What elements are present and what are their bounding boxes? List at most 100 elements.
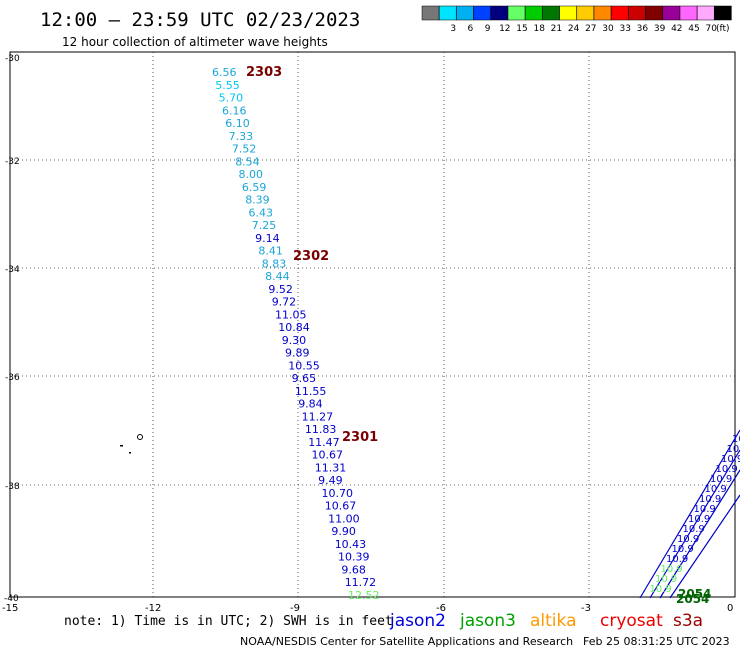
legend-label: 21	[551, 24, 562, 34]
legend-swatch	[679, 5, 698, 21]
footer-note: note: 1) Time is in UTC; 2) SWH is in fe…	[64, 614, 393, 629]
lon-label: -6	[436, 603, 446, 614]
wave-height-label: 9.14	[255, 232, 280, 245]
lon-label: -9	[290, 603, 300, 614]
wave-height-label: 11.47	[308, 436, 340, 449]
lon-label: -3	[581, 603, 591, 614]
wave-height-label: 9.49	[318, 474, 343, 487]
track-id-2303: 2303	[246, 65, 282, 80]
legend-label: 6	[468, 24, 474, 34]
wave-height-label: 8.44	[265, 270, 290, 283]
lat-label: -30	[5, 54, 20, 64]
legend-swatch	[524, 5, 543, 21]
legend-swatch	[645, 5, 663, 21]
track-2054-value: 10.9	[683, 524, 705, 535]
legend-swatch	[576, 5, 595, 21]
legend-swatch	[473, 5, 491, 21]
wave-height-label: 5.70	[219, 92, 244, 105]
wave-height-label: 11.27	[302, 410, 334, 423]
legend-swatch	[610, 5, 629, 21]
track-2054-value: 10.9	[705, 484, 727, 495]
wave-height-label: 8.00	[239, 168, 264, 181]
legend-label: 30	[602, 24, 614, 34]
wave-height-label: 10.39	[338, 551, 370, 564]
legend-unit: (ft)	[716, 24, 730, 34]
legend-swatch	[490, 5, 509, 21]
track-id-2301: 2301	[342, 430, 378, 445]
legend-swatch	[507, 5, 526, 21]
legend-label: 33	[619, 24, 630, 34]
legend-swatch	[696, 5, 715, 21]
legend-swatch	[542, 5, 560, 21]
track-2054-value: 10.9	[716, 464, 738, 475]
legend-swatch	[438, 5, 457, 21]
track-id-2054-b: 2054	[676, 592, 709, 606]
wave-height-label: 11.83	[305, 423, 337, 436]
legend-label: 9	[485, 24, 491, 34]
wave-height-label: 9.30	[282, 334, 307, 347]
legend-label: 42	[671, 24, 682, 34]
track-2054-value: 10.9	[710, 474, 732, 485]
lat-label: -40	[4, 594, 19, 604]
wave-height-label: 5.55	[215, 79, 240, 92]
map-frame	[9, 51, 736, 598]
satellite-s3a: s3a	[673, 611, 703, 631]
lat-label: -36	[5, 373, 20, 383]
wave-height-label: 9.52	[268, 283, 293, 296]
wave-height-label: 6.10	[225, 117, 250, 130]
wave-height-label: 10.84	[278, 321, 310, 334]
wave-height-label: 10.43	[335, 538, 367, 551]
legend-label: 27	[585, 24, 596, 34]
legend-label: 18	[533, 24, 545, 34]
wave-height-labels: 6.565.555.706.166.107.337.528.548.006.59…	[212, 66, 380, 602]
track-id-2302: 2302	[293, 249, 329, 264]
track-id-2054-a: 2054	[678, 587, 711, 601]
wave-height-label: 10.55	[288, 359, 320, 372]
wave-height-label: 8.83	[262, 257, 287, 270]
wave-height-label: 10.67	[325, 500, 357, 513]
satellite-altika: altika	[530, 611, 577, 631]
legend-swatch	[456, 5, 474, 21]
legend-label: 12	[499, 24, 510, 34]
track-2054-labels: 10.910.910.910.910.910.910.910.910.910.9…	[650, 434, 740, 595]
lat-label: -34	[5, 265, 20, 275]
wave-height-label: 9.65	[292, 372, 317, 385]
legend-swatch	[559, 5, 577, 21]
wave-height-label: 9.89	[285, 347, 310, 360]
track-2054-value: 10.9	[732, 434, 740, 445]
satellite-cryosat: cryosat	[600, 611, 663, 631]
graticule	[10, 52, 735, 597]
wave-height-label: 8.54	[235, 155, 260, 168]
wave-height-label: 7.25	[252, 219, 276, 232]
track-2054-value: 10.9	[688, 514, 710, 525]
satellite-legend: jason2 jason3 altika cryosat s3a	[389, 611, 703, 631]
wave-height-label: 11.55	[295, 385, 327, 398]
wave-height-label: 9.68	[341, 564, 366, 577]
wave-height-label: 9.90	[331, 525, 356, 538]
island-marker	[120, 434, 143, 454]
wave-height-label: 6.56	[212, 66, 237, 79]
satellite-jason2: jason2	[389, 611, 446, 631]
lat-label: -38	[5, 482, 20, 492]
wave-height-label: 10.70	[322, 487, 354, 500]
track-2054-value: 10.9	[721, 454, 740, 465]
wave-height-label: 9.84	[298, 398, 323, 411]
satellite-jason3: jason3	[459, 611, 516, 631]
track-2054-value: 10.9	[661, 564, 683, 575]
lon-label: 0	[727, 603, 733, 614]
page-title: 12:00 — 23:59 UTC 02/23/2023	[40, 9, 360, 31]
wave-height-label: 6.16	[222, 104, 247, 117]
legend-swatch	[421, 5, 440, 21]
legend-swatch	[662, 5, 681, 21]
track-2054-value: 10.9	[677, 534, 699, 545]
wave-height-label: 8.41	[258, 245, 283, 258]
legend-swatch	[593, 5, 612, 21]
legend-label: 45	[688, 24, 699, 34]
footer-credit: NOAA/NESDIS Center for Satellite Applica…	[240, 635, 573, 648]
wave-height-label: 11.05	[275, 308, 307, 321]
legend-label: 24	[568, 24, 580, 34]
legend-label: 36	[637, 24, 649, 34]
wave-height-label: 9.72	[272, 296, 297, 309]
track-2054-value: 10.9	[727, 444, 740, 455]
wave-height-label: 8.39	[245, 194, 270, 207]
